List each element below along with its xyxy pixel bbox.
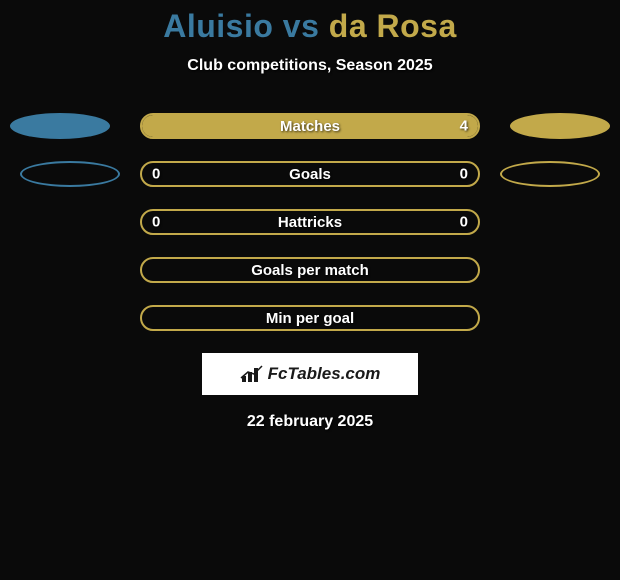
stat-bar: 0 Hattricks 0 [140, 209, 480, 235]
bar-chart-icon [240, 364, 264, 384]
player1-badge [20, 161, 120, 187]
stat-label: Goals per match [251, 262, 369, 279]
brand-box[interactable]: FcTables.com [202, 353, 418, 395]
date-label: 22 february 2025 [247, 413, 373, 431]
stat-label: Hattricks [278, 214, 342, 231]
stat-bar: 0 Goals 0 [140, 161, 480, 187]
stat-bar: Goals per match [140, 257, 480, 283]
subtitle: Club competitions, Season 2025 [187, 57, 432, 75]
stat-rows: Matches 4 0 Goals 0 0 Hattricks 0 Goals per matc… [0, 113, 620, 331]
player1-badge [10, 113, 110, 139]
stat-label: Goals [289, 166, 331, 183]
page-title: Aluisio vs da Rosa [163, 8, 457, 45]
left-value: 0 [152, 214, 160, 231]
stat-label: Min per goal [266, 310, 354, 327]
player2-badge [510, 113, 610, 139]
brand-text: FcTables.com [268, 364, 381, 384]
stat-label: Matches [280, 118, 340, 135]
right-value: 0 [460, 166, 468, 183]
left-value: 0 [152, 166, 160, 183]
stat-row: Min per goal [0, 305, 620, 331]
vs-label: vs [283, 8, 320, 44]
right-value: 0 [460, 214, 468, 231]
right-value: 4 [460, 118, 468, 135]
stats-card: Aluisio vs da Rosa Club competitions, Se… [0, 0, 620, 431]
stat-row: 0 Hattricks 0 [0, 209, 620, 235]
stat-bar: Min per goal [140, 305, 480, 331]
player2-badge [500, 161, 600, 187]
player2-name: da Rosa [329, 8, 457, 44]
player1-name: Aluisio [163, 8, 273, 44]
stat-row: Goals per match [0, 257, 620, 283]
stat-row: Matches 4 [0, 113, 620, 139]
stat-bar: Matches 4 [140, 113, 480, 139]
stat-row: 0 Goals 0 [0, 161, 620, 187]
